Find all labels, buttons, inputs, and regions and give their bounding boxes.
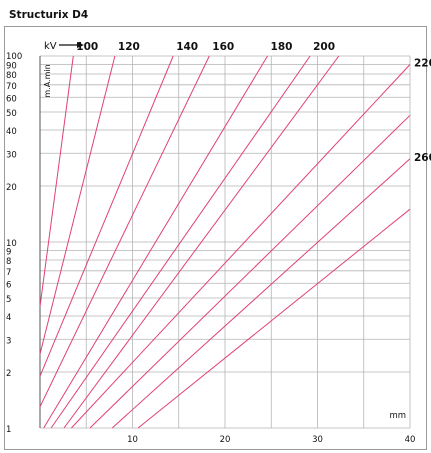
series-line-120 xyxy=(39,55,116,355)
grid xyxy=(39,55,411,429)
y-tick-label-40: 40 xyxy=(6,127,17,137)
series-line-100 xyxy=(39,55,74,307)
series-label-120: 120 xyxy=(118,41,140,53)
series-line-140 xyxy=(39,55,174,377)
series-line-200 xyxy=(50,55,311,429)
chart-title: Structurix D4 xyxy=(9,9,89,21)
x-tick-label-40: 40 xyxy=(405,435,416,445)
series-line-260 xyxy=(111,158,411,429)
y-tick-label-1: 1 xyxy=(6,425,11,435)
y-tick-label-6: 6 xyxy=(6,280,11,290)
y-tick-label-7: 7 xyxy=(6,268,11,278)
series-line-unlabeled-6 xyxy=(63,55,340,429)
chart-frame xyxy=(4,26,427,450)
series-line-unlabeled-10 xyxy=(137,208,411,429)
series-label-260: 260 xyxy=(414,152,431,164)
series-label-160: 160 xyxy=(212,41,234,53)
series-label-200: 200 xyxy=(313,41,335,53)
series-lines xyxy=(39,55,411,429)
series-line-180 xyxy=(43,55,268,429)
y-tick-label-70: 70 xyxy=(6,82,17,92)
series-line-220 xyxy=(71,64,411,429)
y-tick-label-90: 90 xyxy=(6,62,17,72)
y-tick-label-5: 5 xyxy=(6,295,11,305)
x-tick-label-30: 30 xyxy=(312,435,323,445)
x-tick-label-20: 20 xyxy=(220,435,231,445)
y-tick-label-50: 50 xyxy=(6,109,17,119)
y-tick-label-20: 20 xyxy=(6,183,17,193)
y-tick-label-3: 3 xyxy=(6,336,11,346)
series-label-140: 140 xyxy=(176,41,198,53)
series-label-180: 180 xyxy=(271,41,293,53)
series-label-220: 220 xyxy=(414,58,431,70)
x-axis-label: mm xyxy=(389,411,406,421)
x-tick-label-10: 10 xyxy=(127,435,138,445)
y-tick-label-9: 9 xyxy=(6,248,11,258)
series-line-unlabeled-8 xyxy=(89,114,411,429)
y-axis-label: m.A.min xyxy=(43,64,52,97)
y-tick-label-4: 4 xyxy=(6,313,11,323)
kv-arrow-head xyxy=(77,42,84,48)
series-label-100: 100 xyxy=(76,41,98,53)
kv-label: kV xyxy=(44,41,57,52)
y-tick-label-30: 30 xyxy=(6,150,17,160)
y-tick-label-60: 60 xyxy=(6,94,17,104)
y-tick-label-100: 100 xyxy=(6,52,22,62)
y-tick-label-10: 10 xyxy=(6,239,17,249)
y-tick-label-2: 2 xyxy=(6,369,11,379)
y-tick-label-80: 80 xyxy=(6,71,17,81)
series-line-160 xyxy=(39,55,210,408)
y-tick-label-8: 8 xyxy=(6,257,11,267)
